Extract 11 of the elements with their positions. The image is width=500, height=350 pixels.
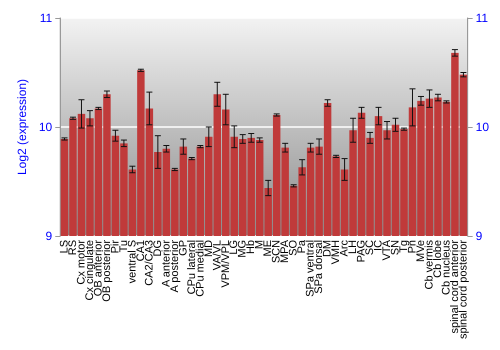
y-tick-label: 10 — [38, 120, 53, 134]
x-tick-label: OB posterior — [100, 240, 113, 302]
y2-tick-label: 11 — [476, 11, 488, 25]
x-tick-label: Tg — [398, 240, 410, 253]
y-tick-label: 9 — [46, 228, 53, 243]
x-tick-label: spinal cord posterior — [457, 240, 470, 340]
y2-tick-label: 10 — [476, 120, 490, 134]
y-axis-title: Log2 (expression) — [15, 78, 29, 176]
x-tick-label: A posterior — [168, 240, 181, 293]
y-tick-label: 11 — [40, 11, 53, 25]
y2-tick-label: 9 — [476, 228, 483, 243]
